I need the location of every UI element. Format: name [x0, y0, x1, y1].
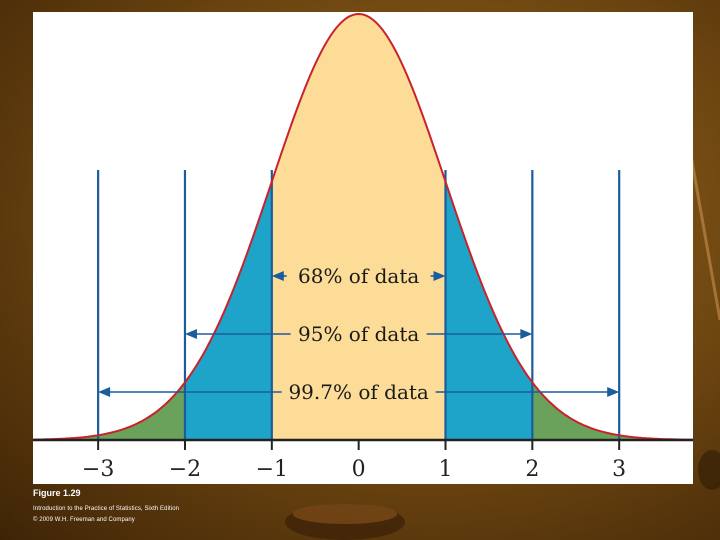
- figure-caption: Figure 1.29 Introduction to the Practice…: [33, 488, 179, 528]
- figure-label: Figure 1.29: [33, 488, 81, 498]
- tail-region-left: [33, 382, 185, 440]
- x-tick-label: −2: [169, 457, 201, 482]
- normal-distribution-chart: 68% of data 95% of data 99.7% of data −3 −2…: [33, 12, 693, 482]
- arrowhead-right: [607, 387, 620, 397]
- arrowhead-left: [184, 329, 197, 339]
- arrowhead-left: [271, 271, 284, 281]
- x-tick-label: 2: [525, 457, 539, 482]
- arrowhead-left: [98, 387, 111, 397]
- tail-region-right: [532, 382, 693, 440]
- band-label: 68% of data: [298, 264, 419, 288]
- band-label: 99.7% of data: [288, 380, 428, 404]
- copyright-notice: © 2009 W.H. Freeman and Company: [33, 517, 135, 523]
- arrowhead-right: [520, 329, 533, 339]
- band-3-sd: 99.7% of data: [98, 380, 620, 404]
- arrowhead-right: [433, 271, 446, 281]
- region-minus1-to-1: [271, 14, 446, 440]
- density-curve: [33, 12, 693, 441]
- figure-panel: 68% of data 95% of data 99.7% of data −3 −2…: [33, 12, 693, 484]
- x-tick-label: −3: [82, 457, 114, 482]
- x-tick-label: 0: [352, 457, 366, 482]
- band-1-sd: 68% of data: [271, 264, 446, 288]
- x-tick-label: −1: [256, 457, 288, 482]
- x-tick-label: 3: [612, 457, 626, 482]
- band-2-sd: 95% of data: [184, 322, 533, 346]
- book-title: Introduction to the Practice of Statisti…: [33, 506, 180, 512]
- band-label: 95% of data: [298, 322, 419, 346]
- x-tick-label: 1: [439, 457, 453, 482]
